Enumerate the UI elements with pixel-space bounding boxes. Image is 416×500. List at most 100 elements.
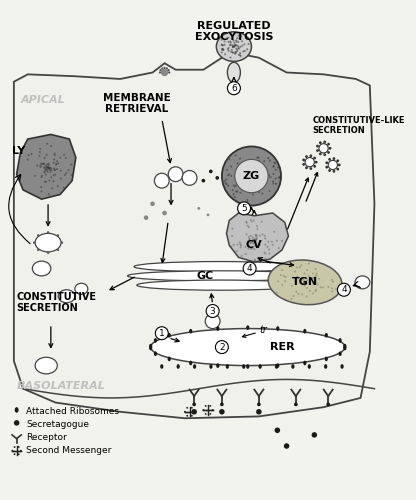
Circle shape (256, 246, 258, 248)
Circle shape (258, 160, 260, 162)
Circle shape (239, 158, 241, 160)
Circle shape (250, 175, 253, 177)
Circle shape (27, 158, 29, 160)
Circle shape (256, 156, 258, 158)
Circle shape (250, 174, 253, 176)
Circle shape (328, 160, 337, 170)
Circle shape (48, 180, 50, 182)
Circle shape (250, 242, 252, 244)
Circle shape (51, 187, 53, 190)
Circle shape (236, 250, 238, 252)
Circle shape (250, 173, 252, 175)
Ellipse shape (154, 174, 169, 188)
Circle shape (43, 162, 45, 164)
Circle shape (159, 72, 161, 74)
Text: RER: RER (270, 342, 294, 352)
Circle shape (252, 172, 254, 174)
Circle shape (244, 168, 246, 170)
Circle shape (255, 188, 257, 190)
Circle shape (233, 42, 235, 44)
Circle shape (251, 220, 253, 222)
Circle shape (144, 216, 149, 220)
Circle shape (63, 154, 65, 156)
Circle shape (57, 234, 59, 236)
Circle shape (39, 148, 41, 150)
Ellipse shape (149, 344, 152, 348)
Circle shape (254, 169, 256, 172)
Text: 3: 3 (210, 306, 215, 316)
Circle shape (335, 288, 337, 290)
Circle shape (241, 185, 243, 187)
Circle shape (254, 240, 256, 242)
Circle shape (253, 182, 255, 184)
Circle shape (312, 277, 314, 279)
Circle shape (262, 170, 265, 172)
Circle shape (306, 296, 308, 298)
Circle shape (284, 443, 290, 449)
Text: CONSTITUTIVE
SECRETION: CONSTITUTIVE SECRETION (17, 292, 97, 313)
Ellipse shape (189, 329, 192, 334)
Circle shape (248, 248, 250, 250)
Circle shape (325, 166, 328, 168)
Circle shape (278, 176, 280, 178)
Circle shape (252, 184, 254, 186)
Circle shape (250, 172, 252, 174)
Circle shape (215, 340, 228, 353)
Circle shape (44, 170, 46, 172)
Circle shape (254, 240, 256, 242)
Circle shape (238, 37, 240, 39)
Circle shape (237, 45, 239, 47)
Circle shape (281, 284, 283, 286)
Circle shape (238, 48, 240, 50)
Polygon shape (14, 54, 374, 418)
Circle shape (296, 276, 298, 278)
Circle shape (310, 167, 312, 170)
Circle shape (306, 287, 308, 289)
Ellipse shape (134, 262, 305, 272)
Text: TGN: TGN (292, 278, 318, 287)
Circle shape (312, 292, 314, 294)
Ellipse shape (340, 364, 344, 369)
Circle shape (304, 282, 306, 284)
Circle shape (337, 160, 339, 162)
Circle shape (245, 253, 247, 255)
Circle shape (50, 169, 52, 171)
Circle shape (229, 44, 231, 46)
Circle shape (192, 402, 196, 406)
Circle shape (239, 54, 241, 56)
Circle shape (235, 44, 237, 46)
Text: Second Messenger: Second Messenger (26, 446, 111, 455)
Circle shape (70, 164, 72, 166)
Circle shape (250, 176, 253, 178)
Circle shape (54, 152, 56, 154)
Circle shape (232, 46, 234, 48)
Circle shape (319, 152, 322, 156)
Ellipse shape (182, 170, 197, 186)
Circle shape (291, 284, 293, 286)
Circle shape (273, 230, 275, 232)
Circle shape (159, 69, 162, 71)
Circle shape (48, 167, 50, 169)
Circle shape (232, 46, 234, 48)
Circle shape (248, 245, 250, 247)
Circle shape (43, 166, 45, 168)
Circle shape (249, 184, 251, 186)
Circle shape (233, 46, 235, 48)
Circle shape (14, 454, 15, 455)
Circle shape (236, 50, 238, 52)
Circle shape (63, 186, 65, 188)
Circle shape (33, 242, 35, 244)
Circle shape (319, 144, 328, 153)
Circle shape (54, 154, 56, 156)
Circle shape (249, 172, 251, 174)
Ellipse shape (226, 364, 229, 369)
Circle shape (61, 242, 63, 244)
Circle shape (256, 166, 258, 168)
Circle shape (329, 147, 332, 150)
Circle shape (255, 162, 258, 164)
Circle shape (239, 242, 241, 244)
Circle shape (264, 252, 266, 254)
Circle shape (256, 234, 258, 236)
Circle shape (203, 409, 204, 411)
Circle shape (248, 192, 250, 194)
